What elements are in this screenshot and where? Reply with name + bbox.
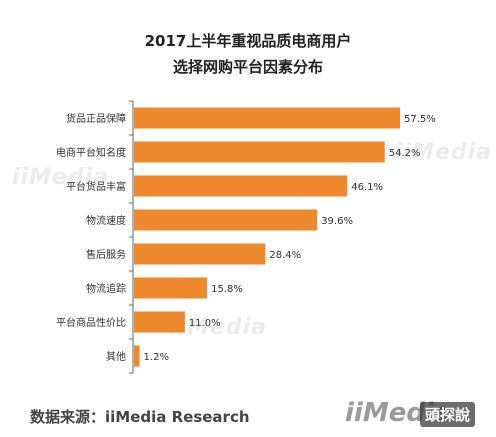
category-label: 平台货品丰富 — [66, 180, 126, 193]
data-label: 28.4% — [269, 250, 301, 261]
bar — [134, 175, 348, 197]
category-label: 电商平台知名度 — [56, 146, 126, 159]
data-label: 11.0% — [189, 318, 221, 329]
data-label: 39.6% — [321, 216, 353, 227]
chart-title-line-1: 2017上半年重视品质电商用户 — [144, 32, 352, 50]
watermark-logo: iiMedia — [170, 315, 268, 340]
data-label: 46.1% — [351, 182, 383, 193]
category-label: 物流追踪 — [86, 282, 126, 295]
bar — [134, 311, 185, 333]
chart-title-line-2: 选择网购平台因素分布 — [172, 58, 323, 76]
watermark-logo: iiMedia — [12, 165, 110, 190]
category-label: 物流速度 — [86, 214, 126, 227]
bar — [134, 107, 400, 129]
data-label: 57.5% — [404, 114, 436, 125]
bar — [134, 277, 208, 299]
corner-watermark-badge: 頭探說 — [420, 402, 476, 427]
data-label: 54.2% — [389, 148, 421, 159]
category-label: 平台商品性价比 — [56, 316, 126, 329]
data-label: 1.2% — [144, 352, 169, 363]
data-label: 15.8% — [211, 284, 243, 295]
bar — [134, 141, 385, 163]
category-label: 货品正品保障 — [66, 112, 126, 125]
watermark-logo: iiMedia — [395, 140, 493, 165]
bar — [134, 209, 318, 231]
category-label: 其他 — [106, 350, 126, 363]
bar — [134, 243, 266, 265]
bar — [134, 345, 140, 367]
source-note: 数据来源：iiMedia Research — [30, 408, 250, 426]
category-label: 售后服务 — [86, 248, 126, 261]
